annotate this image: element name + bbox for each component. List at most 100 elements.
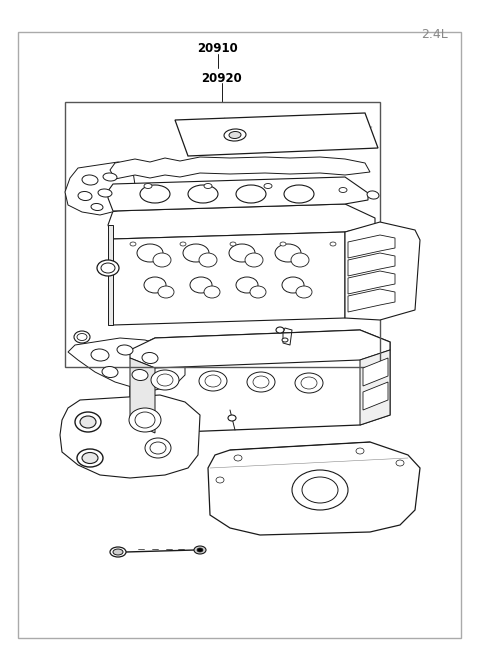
Ellipse shape <box>275 244 301 262</box>
Ellipse shape <box>150 442 166 454</box>
Polygon shape <box>110 157 370 179</box>
Ellipse shape <box>229 244 255 262</box>
Ellipse shape <box>284 185 314 203</box>
Ellipse shape <box>224 129 246 141</box>
Ellipse shape <box>205 375 221 387</box>
Ellipse shape <box>292 470 348 510</box>
Ellipse shape <box>153 253 171 267</box>
Polygon shape <box>68 338 185 390</box>
Ellipse shape <box>130 242 136 246</box>
Ellipse shape <box>301 377 317 389</box>
Ellipse shape <box>137 244 163 262</box>
Ellipse shape <box>103 173 117 181</box>
Ellipse shape <box>282 338 288 342</box>
Ellipse shape <box>236 277 258 293</box>
Ellipse shape <box>157 374 173 386</box>
Ellipse shape <box>282 277 304 293</box>
Ellipse shape <box>199 253 217 267</box>
Ellipse shape <box>91 204 103 210</box>
Polygon shape <box>130 330 390 368</box>
Ellipse shape <box>245 253 263 267</box>
Polygon shape <box>363 382 388 410</box>
Ellipse shape <box>250 286 266 298</box>
Ellipse shape <box>82 175 98 185</box>
Ellipse shape <box>110 547 126 557</box>
Ellipse shape <box>117 345 133 355</box>
Ellipse shape <box>129 408 161 432</box>
Ellipse shape <box>204 286 220 298</box>
Ellipse shape <box>80 416 96 428</box>
Polygon shape <box>360 350 390 425</box>
Ellipse shape <box>291 253 309 267</box>
Ellipse shape <box>82 453 98 464</box>
Polygon shape <box>130 358 155 433</box>
Ellipse shape <box>144 183 152 189</box>
Polygon shape <box>208 442 420 535</box>
Text: 2.4L: 2.4L <box>421 28 448 41</box>
Ellipse shape <box>101 263 115 273</box>
Ellipse shape <box>77 449 103 467</box>
Polygon shape <box>108 177 368 211</box>
Polygon shape <box>108 225 113 325</box>
Polygon shape <box>175 113 378 156</box>
Polygon shape <box>345 222 420 320</box>
Ellipse shape <box>135 412 155 428</box>
Ellipse shape <box>199 371 227 391</box>
Ellipse shape <box>78 191 92 200</box>
Polygon shape <box>348 253 395 276</box>
Ellipse shape <box>339 187 347 193</box>
Bar <box>65 102 380 367</box>
Ellipse shape <box>74 331 90 343</box>
Ellipse shape <box>396 460 404 466</box>
Ellipse shape <box>142 352 158 364</box>
Polygon shape <box>348 289 395 312</box>
Ellipse shape <box>188 185 218 203</box>
Ellipse shape <box>276 327 284 333</box>
Ellipse shape <box>356 448 364 454</box>
Ellipse shape <box>367 191 379 199</box>
Ellipse shape <box>113 549 123 555</box>
Ellipse shape <box>140 185 170 203</box>
Ellipse shape <box>253 376 269 388</box>
Ellipse shape <box>145 438 171 458</box>
Ellipse shape <box>97 260 119 276</box>
Polygon shape <box>108 204 375 239</box>
Ellipse shape <box>264 183 272 189</box>
Ellipse shape <box>98 189 112 197</box>
Ellipse shape <box>280 242 286 246</box>
Ellipse shape <box>228 415 236 421</box>
Ellipse shape <box>204 183 212 189</box>
Text: 20920: 20920 <box>202 71 242 84</box>
Polygon shape <box>348 271 395 294</box>
Polygon shape <box>113 232 345 325</box>
Ellipse shape <box>158 286 174 298</box>
Ellipse shape <box>194 546 206 554</box>
Polygon shape <box>130 330 390 433</box>
Ellipse shape <box>197 548 203 552</box>
Ellipse shape <box>180 242 186 246</box>
Ellipse shape <box>91 349 109 361</box>
Ellipse shape <box>183 244 209 262</box>
Ellipse shape <box>330 242 336 246</box>
Polygon shape <box>60 395 200 478</box>
Ellipse shape <box>236 185 266 203</box>
Ellipse shape <box>132 369 148 381</box>
Ellipse shape <box>247 372 275 392</box>
Polygon shape <box>348 235 395 258</box>
Polygon shape <box>65 162 135 215</box>
Ellipse shape <box>216 477 224 483</box>
Ellipse shape <box>234 455 242 461</box>
Ellipse shape <box>75 412 101 432</box>
Ellipse shape <box>230 242 236 246</box>
Text: 20910: 20910 <box>198 41 239 54</box>
Ellipse shape <box>302 477 338 503</box>
Ellipse shape <box>144 277 166 293</box>
Ellipse shape <box>190 277 212 293</box>
Ellipse shape <box>151 370 179 390</box>
Ellipse shape <box>229 132 241 138</box>
Ellipse shape <box>295 373 323 393</box>
Ellipse shape <box>296 286 312 298</box>
Ellipse shape <box>102 367 118 377</box>
Polygon shape <box>363 358 388 386</box>
Ellipse shape <box>77 333 87 341</box>
